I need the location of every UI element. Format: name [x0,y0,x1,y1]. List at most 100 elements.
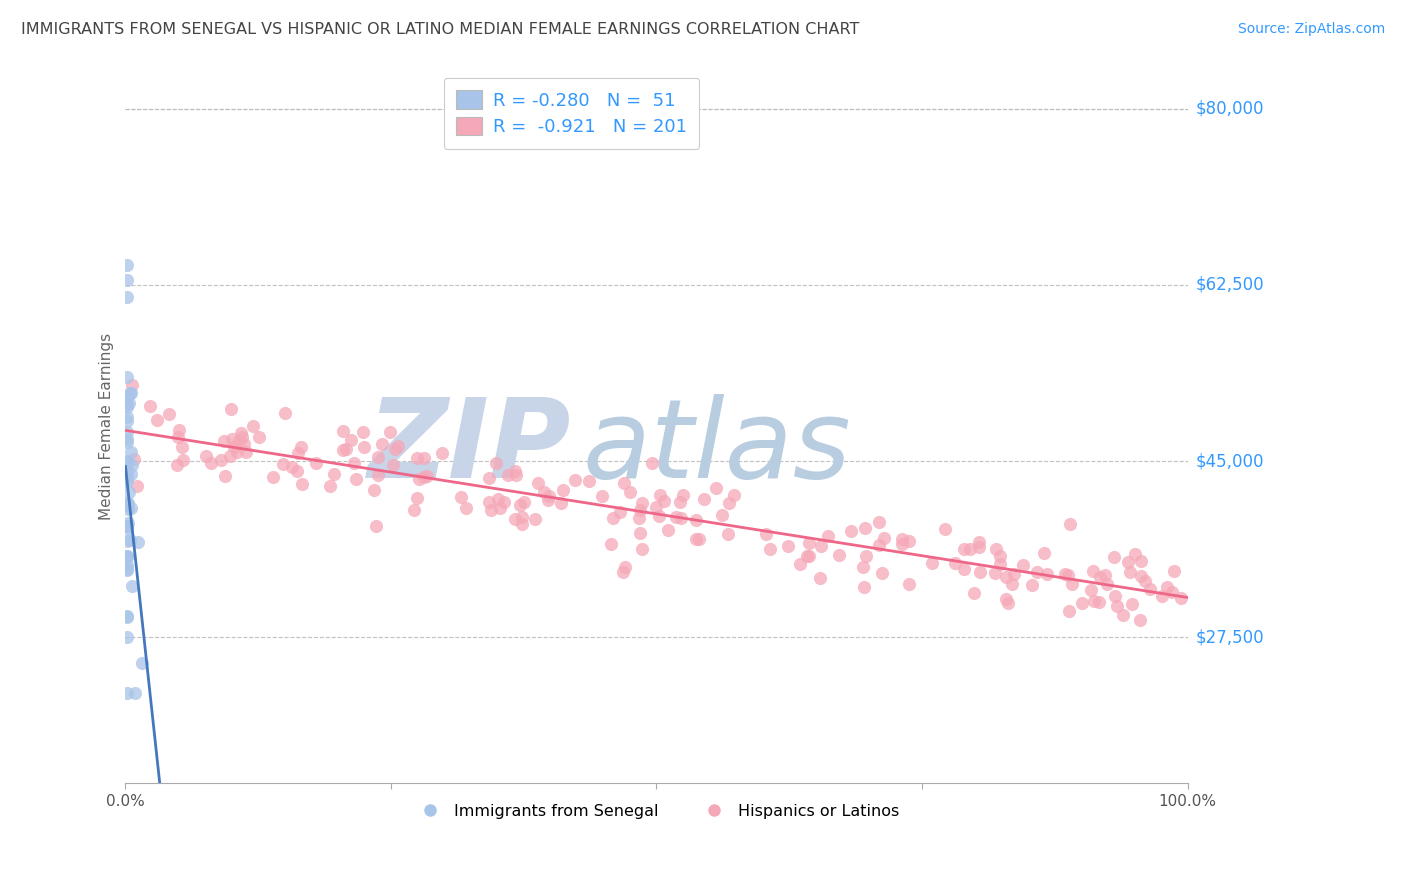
Point [1090,570,1112,584]
Point [1139,582,1161,597]
Text: $27,500: $27,500 [1197,628,1264,647]
Point [1170,591,1192,605]
Point [367,450,389,464]
Point [271,457,294,471]
Point [450,491,472,505]
Point [799,535,821,549]
Point [172,453,194,467]
Point [121,378,143,392]
Point [352,425,374,440]
Point [115,496,138,510]
Point [406,450,429,465]
Point [717,496,740,510]
Point [127,534,149,549]
Point [619,485,641,500]
Point [285,464,308,478]
Point [921,556,943,570]
Point [413,450,436,465]
Point [631,542,654,557]
Point [332,424,354,438]
Point [868,538,890,552]
Point [1123,547,1146,561]
Point [533,484,555,499]
Point [115,563,138,577]
Point [692,492,714,507]
Point [115,397,138,411]
Point [231,430,253,444]
Point [115,562,138,576]
Point [953,562,976,576]
Point [402,503,425,517]
Point [166,458,188,472]
Point [631,496,654,510]
Point [229,426,252,441]
Point [115,273,138,287]
Point [115,519,138,533]
Point [120,467,142,482]
Point [1152,590,1174,604]
Point [797,549,820,564]
Point [319,479,342,493]
Point [340,434,363,448]
Point [995,569,1018,583]
Point [387,439,409,453]
Point [537,489,560,503]
Point [122,452,145,467]
Point [505,468,527,483]
Point [120,385,142,400]
Point [1057,567,1080,582]
Point [1071,596,1094,610]
Point [1095,577,1118,591]
Point [209,453,232,467]
Point [527,476,550,491]
Point [1080,582,1102,597]
Point [1083,594,1105,608]
Point [115,435,138,450]
Point [1121,597,1143,611]
Point [897,533,920,548]
Point [214,468,236,483]
Point [934,522,956,536]
Point [984,566,1007,581]
Point [755,527,778,541]
Point [564,473,586,487]
Point [242,418,264,433]
Point [650,488,672,502]
Point [212,434,235,449]
Point [115,550,138,565]
Point [381,458,404,472]
Point [290,440,312,454]
Text: $62,500: $62,500 [1197,276,1264,294]
Point [685,532,707,546]
Text: $80,000: $80,000 [1197,100,1264,118]
Point [115,425,138,439]
Point [323,467,346,481]
Point [1105,599,1128,614]
Point [759,541,782,556]
Point [997,596,1019,610]
Point [344,472,367,486]
Point [115,558,138,572]
Point [1002,567,1025,582]
Point [115,498,138,512]
Point [118,485,141,500]
Point [172,441,194,455]
Point [262,469,284,483]
Point [131,656,153,670]
Point [648,508,671,523]
Point [994,591,1017,606]
Point [1025,565,1047,579]
Point [509,498,531,512]
Point [1054,567,1077,582]
Point [1060,576,1083,591]
Point [117,516,139,530]
Point [225,445,247,459]
Point [478,495,501,509]
Point [853,580,876,594]
Point [852,559,875,574]
Point [120,386,142,401]
Point [1036,566,1059,581]
Point [1129,568,1152,582]
Point [115,410,138,425]
Point [228,434,250,448]
